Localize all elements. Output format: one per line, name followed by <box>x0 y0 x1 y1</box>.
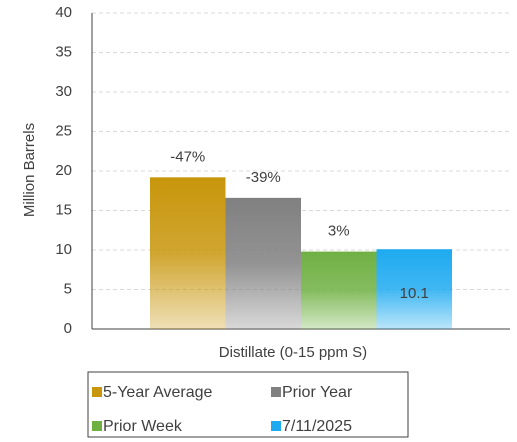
value-label: 10.1 <box>400 285 429 302</box>
bar <box>225 197 301 329</box>
bar <box>376 249 452 329</box>
legend-swatch <box>92 421 102 431</box>
legend-label: Prior Week <box>103 418 183 435</box>
legend-swatch <box>92 387 102 397</box>
change-label: -39% <box>246 169 281 186</box>
legend-swatch <box>271 421 281 431</box>
bar <box>301 251 377 329</box>
y-tick-label: 20 <box>55 162 72 179</box>
x-tick-label: Distillate (0-15 ppm S) <box>219 344 367 361</box>
legend-label: 5-Year Average <box>103 384 213 401</box>
legend-swatch <box>271 387 281 397</box>
y-axis-label: Million Barrels <box>21 123 38 217</box>
y-tick-label: 30 <box>55 83 72 100</box>
change-label: -47% <box>170 148 205 165</box>
y-tick-label: 25 <box>55 122 72 139</box>
legend-label: Prior Year <box>282 384 353 401</box>
bar <box>150 177 226 329</box>
y-tick-label: 35 <box>55 43 72 60</box>
y-tick-label: 10 <box>55 241 72 258</box>
y-tick-label: 5 <box>64 280 72 297</box>
y-tick-label: 15 <box>55 201 72 218</box>
y-tick-label: 40 <box>55 4 72 21</box>
legend-box <box>87 371 409 438</box>
change-label: 3% <box>328 223 350 240</box>
y-tick-label: 0 <box>64 320 72 337</box>
legend-label: 7/11/2025 <box>282 418 352 435</box>
